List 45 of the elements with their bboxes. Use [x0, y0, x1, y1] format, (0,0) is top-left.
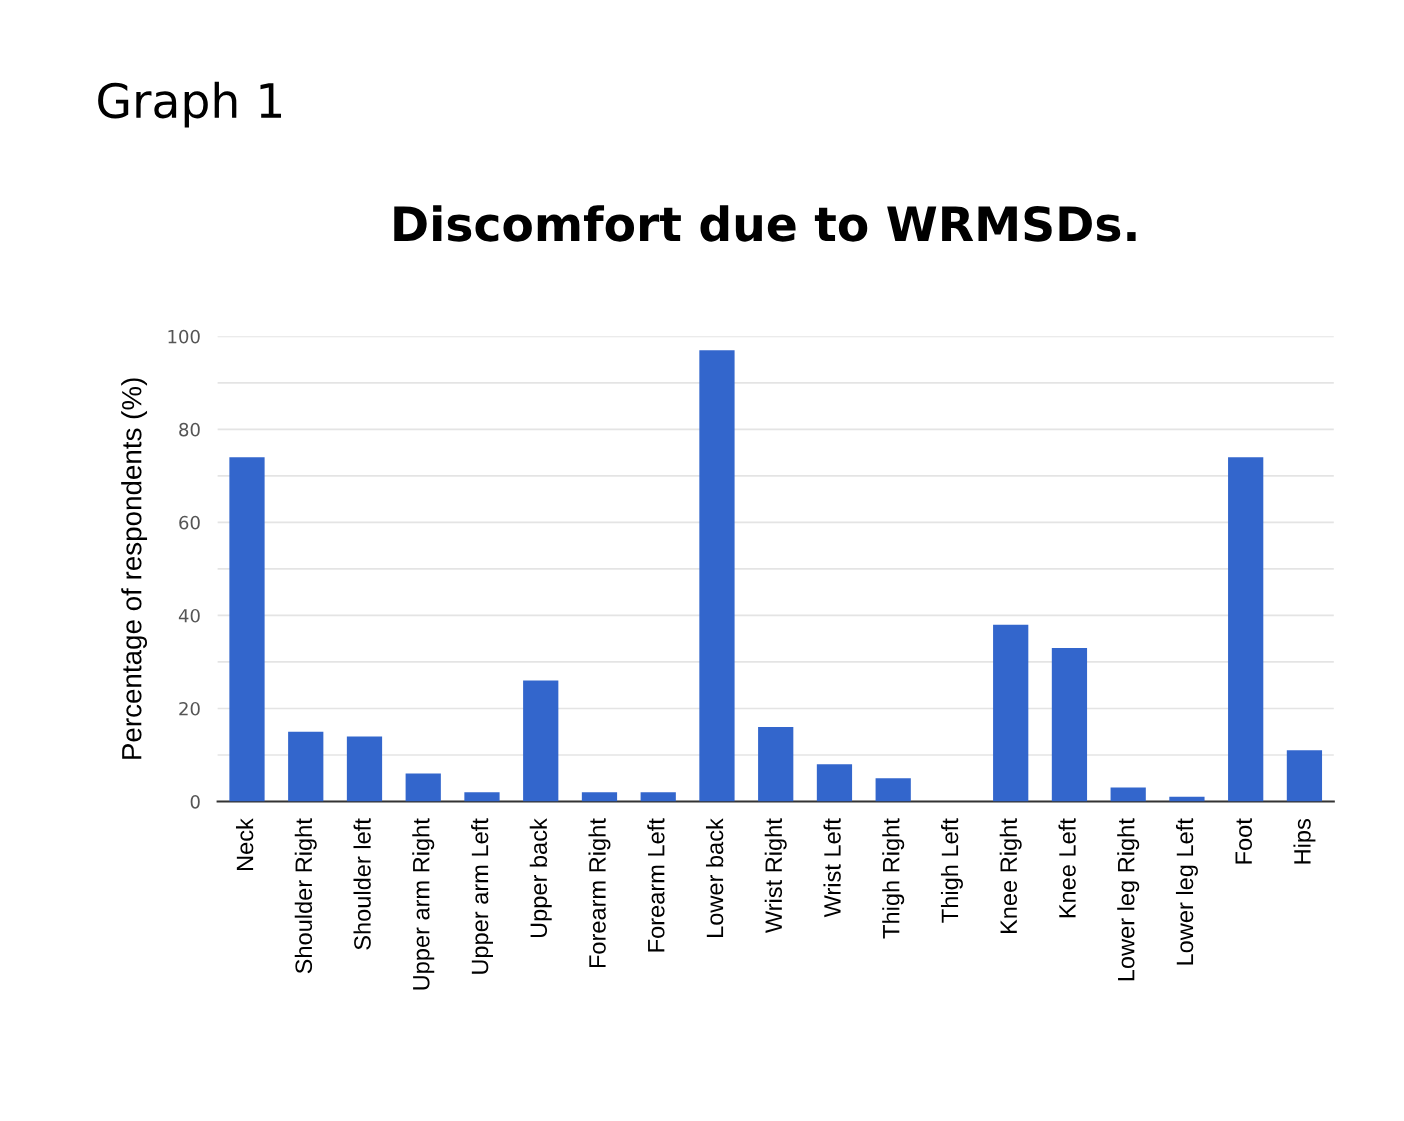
- y-axis-title: Percentage of respondents (%): [121, 378, 148, 759]
- y-tick-label: 20: [179, 701, 200, 716]
- y-tick-label: 40: [178, 608, 200, 623]
- x-tick-label: Wrist Right: [764, 818, 787, 934]
- x-tick-label: Knee Left: [1058, 818, 1076, 918]
- bar: [993, 624, 1029, 802]
- x-tick-label: Lower leg Left: [1175, 818, 1198, 965]
- x-tick-label: Knee Right: [999, 818, 1022, 934]
- x-tick-label: Upper arm Left: [471, 818, 493, 974]
- bar: [288, 731, 324, 802]
- bar: [1228, 457, 1264, 802]
- x-tick-label: Upper arm Right: [412, 818, 435, 990]
- x-tick-label: Upper back: [529, 818, 552, 938]
- x-tick-label: Hips: [1293, 819, 1316, 864]
- y-tick-label: 0: [190, 794, 200, 809]
- x-tick-label: Shoulder left: [353, 818, 371, 950]
- y-tick-label: 60: [179, 515, 200, 530]
- bar: [464, 792, 500, 802]
- x-tick-label: Neck: [235, 818, 254, 871]
- x-tick-label: Lower leg Right: [1117, 818, 1140, 981]
- bar: [758, 727, 794, 802]
- bar: [875, 778, 911, 802]
- x-tick-label: Thigh Right: [882, 818, 905, 939]
- x-tick-label: Thigh Left: [940, 818, 963, 923]
- x-tick-label: Shoulder Right: [294, 818, 317, 974]
- y-tick-label: 80: [179, 422, 200, 437]
- bar: [405, 773, 441, 802]
- x-tick-label: Wrist Left: [823, 818, 841, 918]
- bar: [640, 792, 676, 802]
- x-tick-label: Lower back: [705, 818, 724, 937]
- bar: [581, 792, 618, 802]
- bar: [229, 457, 265, 802]
- bar: [1051, 647, 1088, 802]
- bar: [699, 350, 735, 802]
- x-tick-label: Foot: [1235, 818, 1253, 864]
- y-tick-label: 100: [168, 329, 200, 344]
- bar: [1110, 787, 1146, 802]
- bar: [1286, 750, 1323, 802]
- bar: [816, 764, 853, 802]
- caption: Graph 1: [98, 81, 282, 128]
- bar: [523, 680, 559, 802]
- x-tick-label: Forearm Left: [647, 818, 665, 952]
- chart-title: Discomfort due to WRMSDs.: [394, 205, 1136, 242]
- bar: [346, 736, 383, 802]
- x-tick-label: Forearm Right: [588, 818, 611, 968]
